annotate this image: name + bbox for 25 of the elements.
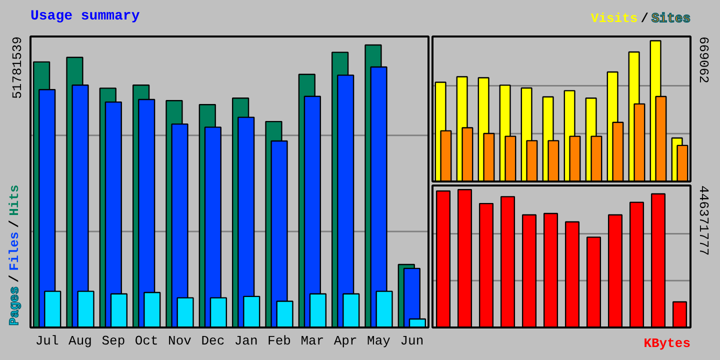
x-tick-label: May xyxy=(367,334,391,348)
x-tick-label: Feb xyxy=(268,334,291,348)
x-tick-label: Dec xyxy=(201,334,225,348)
chart-title: Usage summary xyxy=(30,8,140,24)
text: 669062 xyxy=(696,36,711,84)
text: / xyxy=(7,220,22,228)
x-tick-label: Apr xyxy=(334,334,358,348)
text: Pages xyxy=(7,286,22,326)
x-tick-label: Oct xyxy=(134,334,158,348)
text: Hits xyxy=(7,184,22,216)
series-label: Visits xyxy=(590,11,638,26)
x-tick-label: Jul xyxy=(35,334,59,348)
x-tick-label: Nov xyxy=(168,334,192,348)
text: Sites xyxy=(651,11,691,26)
text: 51781539 xyxy=(10,36,25,99)
x-tick-label: Aug xyxy=(68,334,92,348)
text: / xyxy=(640,11,649,26)
text: Files xyxy=(7,231,22,271)
x-tick-label: Jun xyxy=(400,334,424,348)
text: 446371777 xyxy=(696,186,711,256)
x-tick-label: Mar xyxy=(300,334,324,348)
text: / xyxy=(7,274,22,282)
x-tick-label: Jan xyxy=(234,334,258,348)
x-tick-label: Sep xyxy=(102,334,126,348)
series-label: KBytes xyxy=(644,336,691,351)
